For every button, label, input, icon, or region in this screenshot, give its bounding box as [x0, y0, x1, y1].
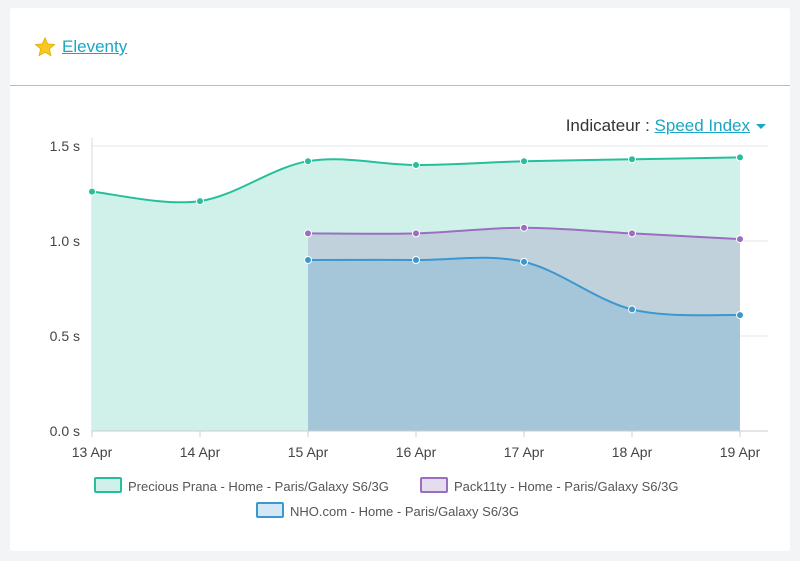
indicator-value: Speed Index — [654, 116, 750, 135]
data-point — [520, 223, 528, 232]
y-tick-label: 0.5 s — [50, 328, 80, 344]
legend-swatch — [420, 477, 448, 493]
y-tick-label: 1.0 s — [50, 233, 80, 249]
legend-label: NHO.com - Home - Paris/Galaxy S6/3G — [290, 504, 519, 519]
data-point — [304, 256, 312, 264]
legend-label: Pack11ty - Home - Paris/Galaxy S6/3G — [454, 479, 679, 494]
data-point — [520, 157, 528, 166]
y-tick-label: 1.5 s — [50, 138, 80, 154]
legend-item-precious-prana[interactable]: Precious Prana - Home - Paris/Galaxy S6/… — [94, 477, 389, 494]
data-point — [628, 305, 636, 314]
legend-item-nho[interactable]: NHO.com - Home - Paris/Galaxy S6/3G — [256, 502, 519, 519]
y-tick-label: 0.0 s — [50, 423, 80, 439]
data-point — [412, 229, 420, 238]
data-point — [412, 256, 420, 264]
area-fill — [308, 257, 740, 431]
x-tick-label: 13 Apr — [72, 444, 113, 460]
data-point — [736, 311, 744, 320]
x-tick-label: 15 Apr — [288, 444, 329, 460]
indicator-selector: Indicateur : Speed Index — [566, 116, 766, 136]
legend-label: Precious Prana - Home - Paris/Galaxy S6/… — [128, 479, 389, 494]
data-point — [520, 257, 528, 266]
data-point — [196, 197, 204, 206]
project-title-link[interactable]: Eleventy — [62, 37, 128, 56]
legend-swatch — [94, 477, 122, 493]
star-icon — [34, 36, 56, 57]
data-point — [412, 161, 420, 169]
indicator-dropdown[interactable]: Speed Index — [655, 116, 766, 135]
caret-down-icon — [756, 124, 766, 130]
indicator-label: Indicateur : — [565, 116, 650, 135]
data-point — [304, 157, 312, 166]
card-header: Eleventy — [10, 8, 790, 86]
x-tick-label: 16 Apr — [396, 444, 437, 460]
data-point — [736, 153, 744, 162]
data-point — [628, 155, 636, 164]
legend-swatch — [256, 502, 284, 518]
x-tick-label: 17 Apr — [504, 444, 545, 460]
data-point — [304, 229, 312, 238]
data-point — [628, 229, 636, 238]
data-point — [88, 187, 96, 196]
data-point — [736, 235, 744, 244]
x-tick-label: 19 Apr — [720, 444, 761, 460]
x-tick-label: 18 Apr — [612, 444, 653, 460]
x-tick-label: 14 Apr — [180, 444, 221, 460]
legend-item-pack11ty[interactable]: Pack11ty - Home - Paris/Galaxy S6/3G — [420, 477, 678, 494]
